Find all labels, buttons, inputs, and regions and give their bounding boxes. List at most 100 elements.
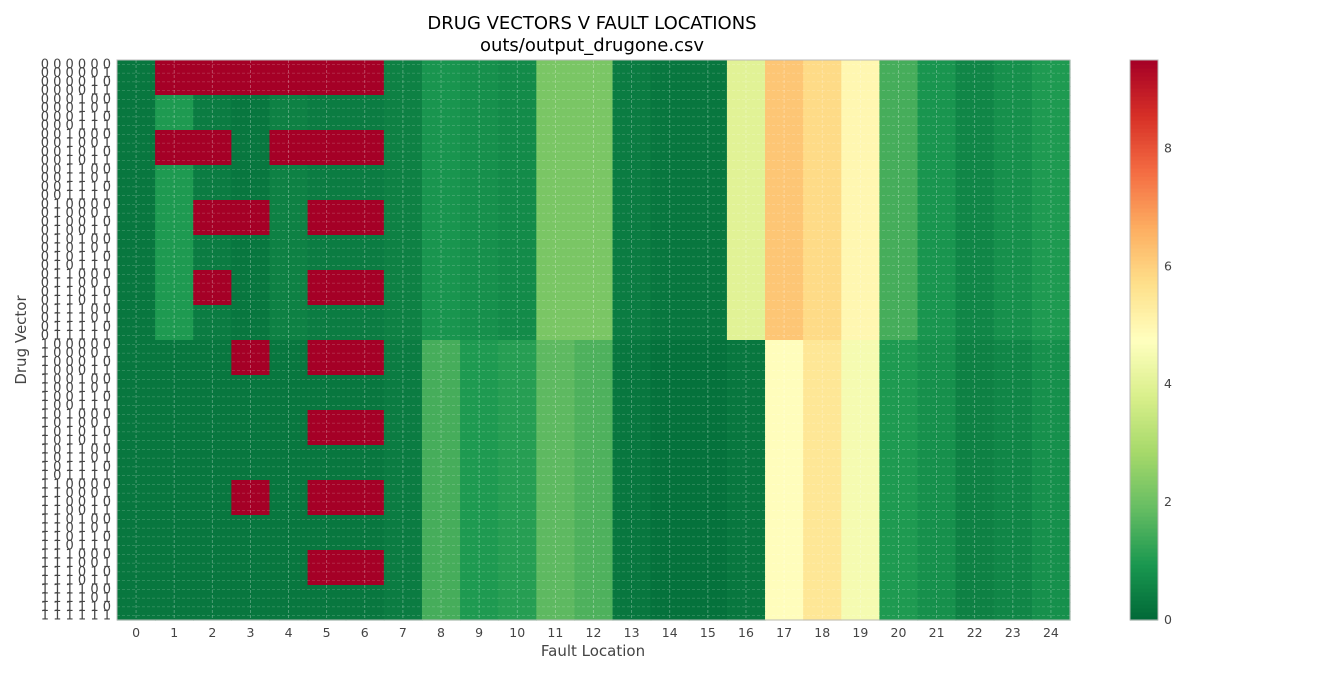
- heatmap-cell: [1031, 567, 1071, 577]
- heatmap-cell: [955, 401, 995, 411]
- x-tick-label: 18: [814, 625, 830, 640]
- heatmap-cell: [803, 515, 842, 525]
- heatmap-cell: [193, 322, 232, 332]
- heatmap-cell: [307, 217, 347, 227]
- colorbar-segment: [1130, 180, 1158, 185]
- heatmap-cell: [231, 226, 271, 236]
- heatmap-cell: [307, 471, 347, 481]
- heatmap-cell: [536, 611, 576, 621]
- heatmap-cell: [688, 585, 728, 595]
- heatmap-cell: [612, 313, 652, 324]
- heatmap-cell: [993, 305, 1033, 315]
- heatmap-cell: [269, 165, 309, 175]
- heatmap-cell: [612, 112, 652, 122]
- heatmap-cell: [612, 287, 652, 297]
- heatmap-cell: [307, 401, 347, 411]
- heatmap-cell: [421, 147, 461, 157]
- heatmap-cell: [231, 138, 271, 149]
- heatmap-cell: [574, 252, 614, 262]
- colorbar-segment: [1130, 440, 1158, 445]
- heatmap-cell: [726, 208, 766, 219]
- y-tick-label: 1 1 0 1 0 1: [41, 521, 111, 536]
- heatmap-cell: [193, 270, 232, 280]
- heatmap-cell: [460, 550, 499, 560]
- heatmap-cell: [383, 60, 423, 70]
- heatmap-cell: [803, 550, 842, 560]
- heatmap-cell: [841, 410, 880, 420]
- heatmap-cell: [421, 261, 461, 271]
- heatmap-cell: [117, 138, 156, 149]
- heatmap-cell: [612, 366, 652, 376]
- heatmap-cell: [993, 488, 1033, 499]
- heatmap-cell: [765, 287, 804, 297]
- colorbar-segment: [1130, 292, 1158, 297]
- heatmap-cell: [879, 313, 919, 324]
- heatmap-cell: [803, 86, 842, 96]
- heatmap-cell: [117, 95, 156, 105]
- heatmap-cell: [498, 523, 537, 534]
- heatmap-cell: [536, 147, 576, 157]
- heatmap-cell: [231, 515, 271, 525]
- heatmap-cell: [536, 497, 576, 507]
- y-tick-label: 1 1 1 0 0 1: [41, 556, 111, 571]
- heatmap-cell: [421, 331, 461, 341]
- heatmap-cell: [574, 121, 614, 131]
- heatmap-cell: [803, 243, 842, 254]
- heatmap-cell: [269, 68, 309, 79]
- heatmap-cell: [1031, 366, 1071, 376]
- heatmap-cell: [383, 453, 423, 464]
- heatmap-cell: [307, 130, 347, 140]
- heatmap-cell: [345, 453, 385, 464]
- heatmap-cell: [345, 436, 385, 446]
- heatmap-cell: [765, 252, 804, 262]
- heatmap-cell: [612, 497, 652, 507]
- heatmap-cell: [879, 506, 919, 516]
- heatmap-cell: [1031, 576, 1071, 586]
- colorbar-segment: [1130, 172, 1158, 177]
- heatmap-cell: [193, 235, 232, 245]
- heatmap-cell: [536, 103, 576, 114]
- heatmap-cell: [917, 296, 957, 306]
- colorbar-segment: [1130, 424, 1158, 429]
- heatmap-cell: [498, 95, 537, 105]
- colorbar-segment: [1130, 376, 1158, 381]
- heatmap-cell: [460, 576, 499, 586]
- heatmap-cell: [421, 348, 461, 359]
- heatmap-cell: [688, 200, 728, 210]
- heatmap-cell: [879, 165, 919, 175]
- heatmap-cell: [726, 523, 766, 534]
- heatmap-cell: [1031, 453, 1071, 464]
- heatmap-cell: [117, 602, 156, 612]
- heatmap-cell: [193, 77, 232, 87]
- heatmap-cell: [1031, 558, 1071, 569]
- heatmap-cell: [726, 130, 766, 140]
- heatmap-cell: [345, 348, 385, 359]
- colorbar-segment: [1130, 316, 1158, 321]
- heatmap-cell: [879, 235, 919, 245]
- y-tick-label: 1 0 1 1 0 0: [41, 442, 111, 457]
- heatmap-cell: [650, 375, 690, 385]
- heatmap-cell: [650, 453, 690, 464]
- heatmap-cell: [421, 191, 461, 201]
- heatmap-cell: [574, 86, 614, 96]
- heatmap-cell: [155, 488, 194, 499]
- heatmap-cell: [421, 156, 461, 166]
- heatmap-cell: [650, 226, 690, 236]
- heatmap-cell: [803, 383, 842, 394]
- heatmap-cell: [917, 497, 957, 507]
- heatmap-cell: [993, 296, 1033, 306]
- heatmap-cell: [993, 593, 1033, 604]
- heatmap-cell: [765, 278, 804, 289]
- heatmap-cell: [993, 235, 1033, 245]
- heatmap-cell: [765, 200, 804, 210]
- heatmap-cell: [993, 611, 1033, 621]
- heatmap-cell: [879, 278, 919, 289]
- heatmap-cell: [155, 576, 194, 586]
- heatmap-cell: [498, 585, 537, 595]
- heatmap-cell: [803, 191, 842, 201]
- heatmap-cell: [498, 375, 537, 385]
- heatmap-cell: [536, 506, 576, 516]
- heatmap-cell: [307, 515, 347, 525]
- heatmap-cell: [993, 340, 1033, 350]
- colorbar-segment: [1130, 472, 1158, 477]
